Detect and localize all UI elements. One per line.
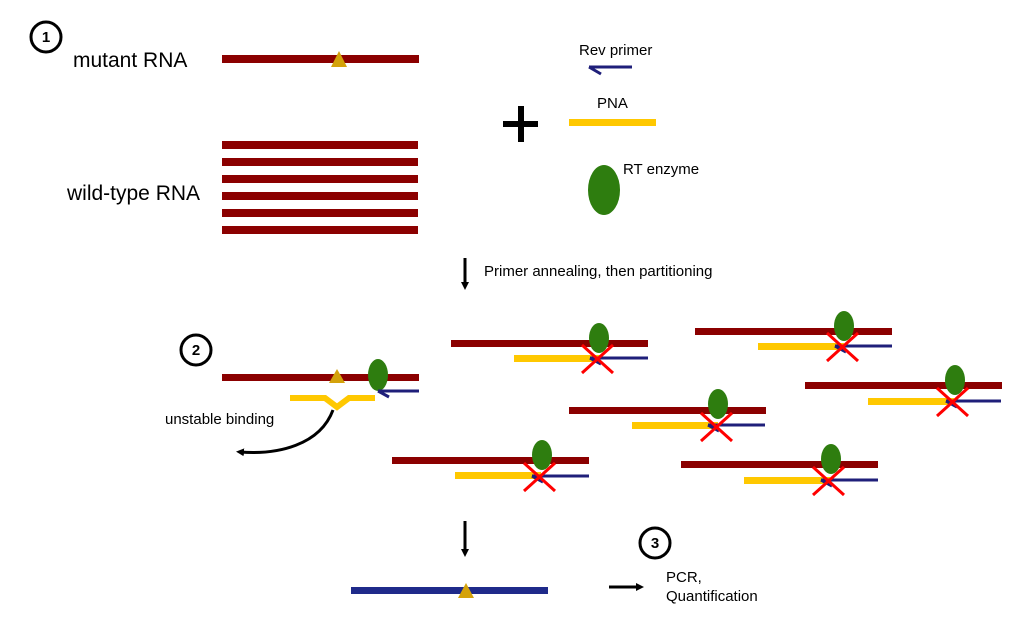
rev-primer-label: Rev primer — [579, 42, 652, 59]
blocked-complex — [451, 323, 648, 375]
step-3-badge: 3 — [638, 526, 672, 560]
mutant-rna-label: mutant RNA — [73, 49, 187, 72]
mutant-rna-strand — [222, 51, 419, 67]
step-1-badge: 1 — [29, 20, 63, 54]
annealing-label: Primer annealing, then partitioning — [484, 263, 712, 280]
block-cross-icon — [825, 331, 860, 363]
blocked-complex — [681, 444, 878, 497]
quantification-label: Quantification — [666, 588, 758, 605]
pna-unstable — [290, 395, 375, 411]
mutation-marker-icon — [331, 51, 347, 67]
step-2-badge: 2 — [179, 333, 213, 367]
wild-type-rna-strands — [222, 141, 418, 234]
block-cross-icon — [699, 411, 734, 443]
block-cross-icon — [580, 343, 615, 375]
svg-text:3: 3 — [651, 535, 659, 552]
blocked-complex — [805, 365, 1002, 418]
mutation-marker-icon — [458, 583, 474, 598]
unstable-binding-label: unstable binding — [165, 411, 274, 428]
rev-primer-icon — [588, 65, 632, 76]
mutation-marker-icon — [329, 369, 345, 383]
blocked-complex — [695, 311, 892, 363]
blocked-complex — [392, 440, 589, 493]
cdna-product — [351, 583, 548, 598]
svg-text:1: 1 — [42, 29, 50, 46]
svg-text:2: 2 — [192, 342, 200, 359]
unstable-binding-arrow — [236, 409, 335, 457]
mutant-complex — [222, 359, 419, 411]
block-cross-icon — [522, 461, 557, 493]
rt-enzyme-label: RT enzyme — [623, 161, 699, 178]
pna-strand — [569, 119, 656, 126]
block-cross-icon — [935, 386, 970, 418]
blocked-complex — [569, 389, 766, 443]
wild-type-rna-label: wild-type RNA — [66, 182, 200, 205]
block-cross-icon — [811, 465, 846, 497]
pcr-label: PCR, — [666, 569, 702, 586]
pna-label: PNA — [597, 95, 628, 112]
rt-enzyme-icon — [588, 165, 620, 215]
rt-enzyme-icon — [368, 359, 388, 391]
plus-icon — [503, 106, 538, 142]
